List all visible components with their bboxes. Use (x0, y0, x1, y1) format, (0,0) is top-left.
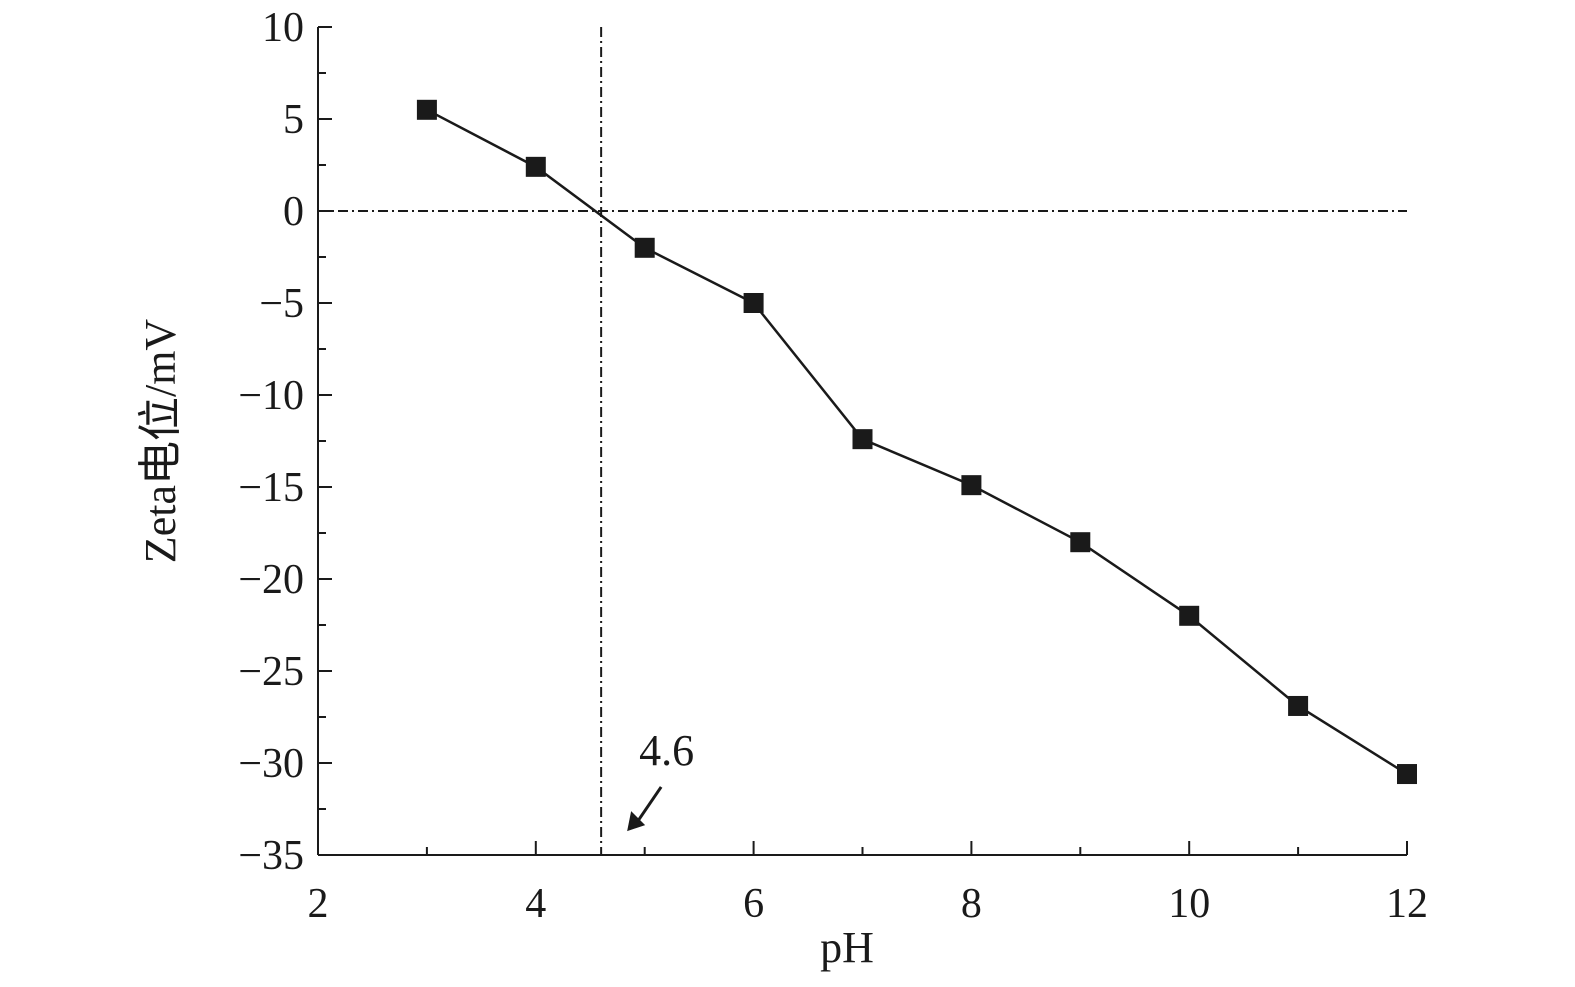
x-tick-label: 10 (1168, 881, 1210, 927)
annotation-arrow-shaft (633, 786, 663, 826)
data-point (416, 99, 437, 120)
series-line (426, 108, 1408, 776)
series (416, 99, 1417, 785)
x-tick-label: 4 (525, 881, 546, 927)
data-point (1397, 764, 1417, 785)
data-point (743, 293, 764, 313)
reference-lines (318, 27, 1407, 855)
annotations: 4.6 (627, 726, 694, 832)
x-tick-label: 12 (1386, 881, 1428, 927)
annotation-arrow-head (627, 811, 646, 832)
y-tick-label: −30 (238, 741, 304, 787)
data-point (852, 429, 873, 450)
data-point (1070, 532, 1091, 553)
data-point (961, 475, 982, 496)
y-tick-label: −10 (238, 373, 304, 419)
y-tick-label: 5 (283, 97, 304, 143)
data-point (525, 156, 546, 177)
x-axis-title: pH (820, 923, 874, 972)
x-tick-label: 2 (308, 881, 329, 927)
y-tick-label: −25 (238, 649, 304, 695)
y-tick-label: 10 (262, 5, 304, 51)
x-tick-label: 6 (743, 881, 764, 927)
y-tick-label: −20 (238, 557, 304, 603)
axes: 10 5 0 −5 −10 −15 −20 −25 −30 −352 4 6 8 10 12 (238, 5, 1428, 927)
y-tick-label: 0 (283, 189, 304, 235)
y-tick-label: −5 (259, 281, 304, 327)
data-point (1288, 695, 1309, 716)
isoelectric-point-label: 4.6 (639, 726, 694, 775)
data-point (634, 237, 655, 258)
y-axis-title: Zeta电位/mV (136, 319, 185, 564)
y-tick-label: −35 (238, 833, 304, 879)
data-point (1179, 605, 1200, 626)
x-tick-label: 8 (961, 881, 982, 927)
y-tick-label: −15 (238, 465, 304, 511)
